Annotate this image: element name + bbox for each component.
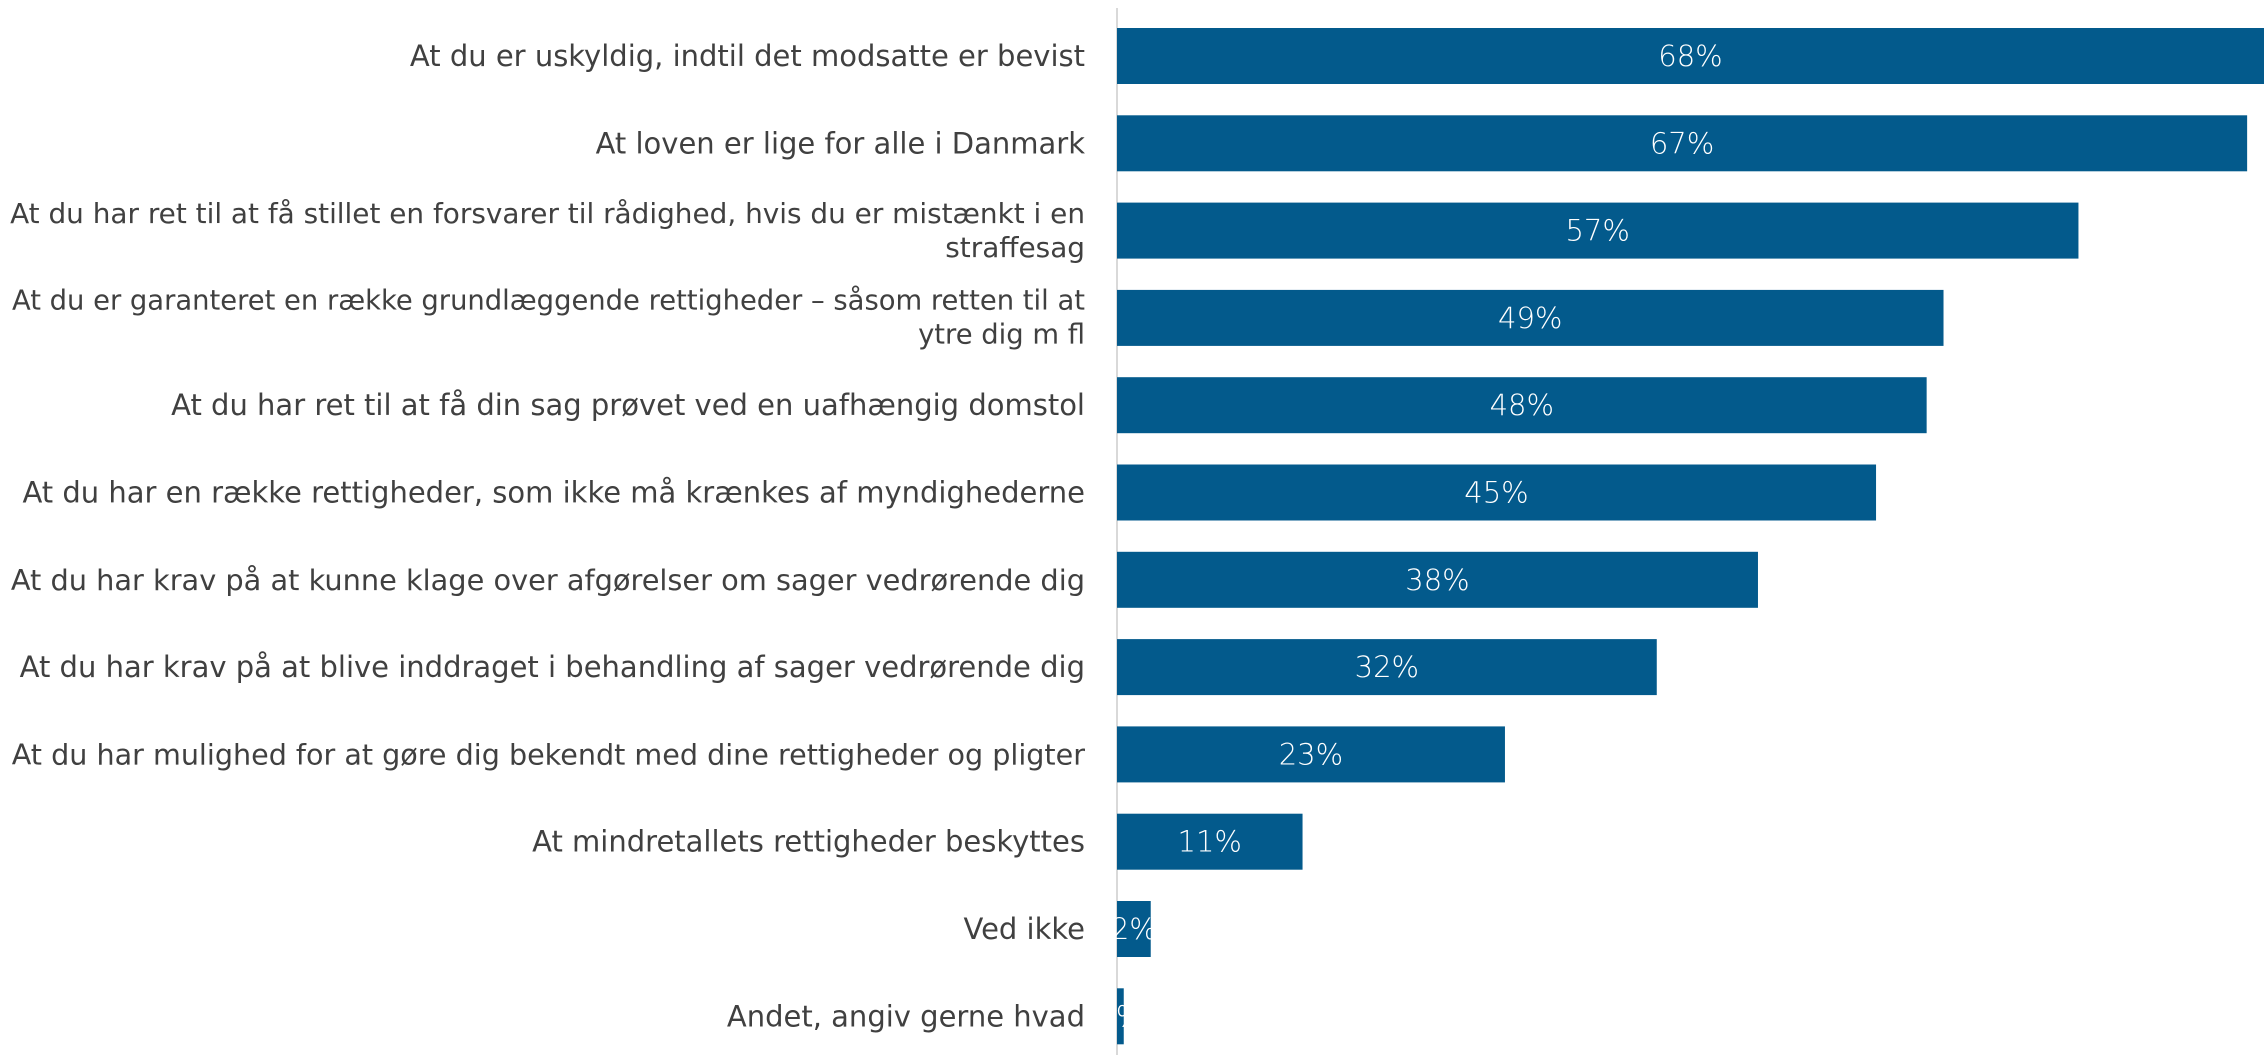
category-label-line: At du har ret til at få din sag prøvet v… [171,388,1085,422]
bar [1117,202,2079,259]
bar-data-label: 67% [1650,126,1714,160]
bar [1117,726,1505,783]
category-label: At du har en række rettigheder, som ikke… [22,476,1085,510]
category-label: At du har ret til at få stillet en forsv… [10,197,1085,264]
category-label: At loven er lige for alle i Danmark [596,126,1086,160]
category-label: At du er garanteret en række grundlæggen… [12,285,1085,350]
bar [1117,289,1944,346]
category-label-line: At du har en række rettigheder, som ikke… [22,476,1085,510]
bar-data-label: 68% [1658,39,1722,73]
bar [1117,988,1124,1045]
category-label-line: At du har ret til at få stillet en forsv… [10,197,1085,230]
category-label-line: straffesag [945,231,1085,264]
category-label: At du har krav på at kunne klage over af… [11,563,1085,597]
category-label-line: Andet, angiv gerne hvad [727,999,1085,1033]
bar [1117,377,1927,434]
category-label-line: At du har krav på at kunne klage over af… [11,563,1085,597]
data-labels: 68% 67% 57% 49% 48% 45% 38% 32% 23% 11% 2% 0% [1097,39,1722,1033]
category-label: At du har krav på at blive inddraget i b… [20,650,1085,684]
bar-data-label: 57% [1565,214,1629,248]
category-label-line: At du har mulighed for at gøre dig beken… [12,737,1085,771]
bar [1117,551,1758,608]
bar [1117,464,1877,521]
category-label-line: At mindretallets rettigheder beskyttes [532,825,1085,859]
category-label: At du har ret til at få din sag prøvet v… [171,388,1085,422]
category-label: At mindretallets rettigheder beskyttes [532,825,1085,859]
category-label-line: At loven er lige for alle i Danmark [596,126,1086,160]
bar-data-label: 48% [1490,388,1554,422]
category-label: Ved ikke [963,912,1085,946]
category-label-line: Ved ikke [963,912,1085,946]
category-label-line: At du er uskyldig, indtil det modsatte e… [410,39,1085,73]
bar-data-label: 32% [1355,650,1419,684]
bar-data-label: 11% [1178,825,1242,859]
category-label-line: At du har krav på at blive inddraget i b… [20,650,1085,684]
bar [1117,28,2264,84]
bar-data-label: 38% [1405,563,1469,597]
bar-data-label: 23% [1279,737,1343,771]
bar-data-label: 0% [1097,999,1143,1033]
bar [1117,115,2248,172]
bars [1117,28,2264,1045]
category-label-line: ytre dig m fl [918,319,1085,350]
bar-data-label: 45% [1464,476,1528,510]
category-label: At du er uskyldig, indtil det modsatte e… [410,39,1085,73]
category-label: Andet, angiv gerne hvad [727,999,1085,1033]
category-labels: At du er uskyldig, indtil det modsatte e… [10,39,1085,1033]
bar [1117,813,1303,870]
bar-data-label: 2% [1111,912,1157,946]
bar-data-label: 49% [1498,301,1562,335]
category-label: At du har mulighed for at gøre dig beken… [12,737,1085,771]
bar [1117,639,1657,696]
bar [1117,901,1151,957]
category-label-line: At du er garanteret en række grundlæggen… [12,285,1085,316]
